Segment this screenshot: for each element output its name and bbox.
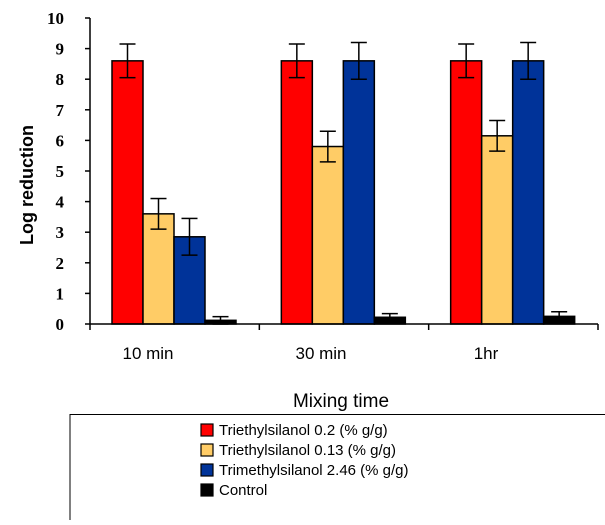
legend-box xyxy=(69,414,605,521)
y-tick-label: 4 xyxy=(56,193,65,212)
bar xyxy=(480,135,514,325)
y-tick-label: 2 xyxy=(56,254,65,273)
legend-swatch xyxy=(200,483,214,497)
y-axis-label: Log reduction xyxy=(17,125,37,245)
x-tick-label: 10 min xyxy=(122,344,173,363)
legend: Triethylsilanol 0.2 (% g/g) Triethylsilan… xyxy=(69,414,605,521)
bar xyxy=(449,60,483,325)
x-axis-ticks: 10 min 30 min 1hr xyxy=(89,324,599,363)
bar xyxy=(111,60,144,325)
legend-label: Control xyxy=(219,482,267,499)
legend-label: Triethylsilanol 0.2 (% g/g) xyxy=(219,422,388,439)
y-tick-label: 7 xyxy=(56,101,65,120)
bar xyxy=(311,145,345,325)
y-tick-label: 5 xyxy=(56,162,65,181)
legend-label: Trimethylsilanol 2.46 (% g/g) xyxy=(219,462,409,479)
x-tick-label: 1hr xyxy=(474,344,499,363)
y-tick-label: 10 xyxy=(47,9,64,28)
y-tick-label: 9 xyxy=(56,40,65,59)
y-axis-ticks: 0 1 2 3 4 5 6 7 8 9 10 xyxy=(47,9,90,334)
bar xyxy=(342,60,376,325)
x-tick-label: 30 min xyxy=(295,344,346,363)
y-tick-label: 0 xyxy=(56,315,65,334)
x-axis-label: Mixing time xyxy=(293,391,389,412)
y-tick-label: 6 xyxy=(56,131,65,150)
bar xyxy=(280,60,314,325)
axes xyxy=(89,18,598,325)
y-tick-label: 8 xyxy=(56,70,65,89)
legend-swatch xyxy=(200,443,214,457)
y-tick-label: 3 xyxy=(56,223,65,242)
bar xyxy=(142,213,175,325)
bar-series xyxy=(111,60,576,325)
legend-label: Triethylsilanol 0.13 (% g/g) xyxy=(219,442,396,459)
error-bars xyxy=(119,41,568,325)
y-tick-label: 1 xyxy=(56,284,65,303)
bar xyxy=(511,60,545,325)
legend-swatch xyxy=(200,463,214,477)
legend-swatch xyxy=(200,423,214,437)
